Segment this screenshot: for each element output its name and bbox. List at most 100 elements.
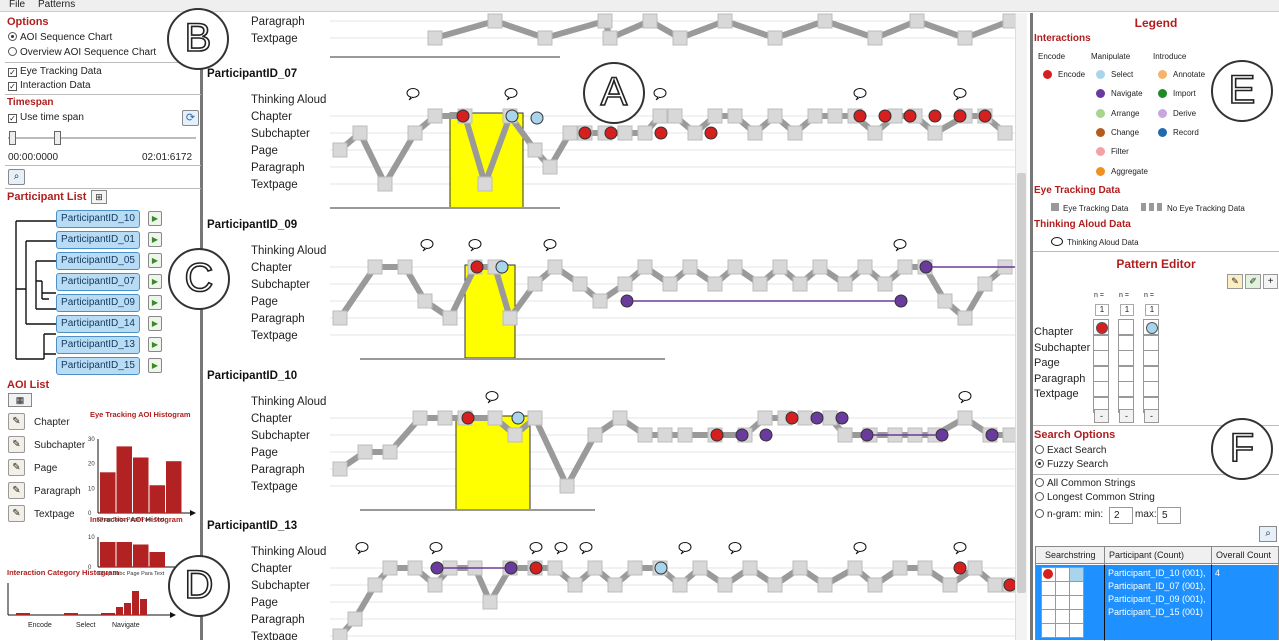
- participant-button[interactable]: ParticipantID_07: [56, 273, 140, 291]
- editor-cell[interactable]: [1093, 365, 1109, 382]
- pencil-icon[interactable]: ✎: [8, 413, 25, 430]
- play-icon[interactable]: ▶: [148, 337, 162, 352]
- play-icon[interactable]: ▶: [148, 316, 162, 331]
- editor-event-select[interactable]: [1146, 322, 1158, 334]
- zoom-icon[interactable]: ⌕: [8, 169, 25, 185]
- editor-cell[interactable]: [1118, 334, 1134, 351]
- editor-cell[interactable]: [1118, 381, 1134, 397]
- ngram-radio[interactable]: [1035, 509, 1044, 518]
- editor-cell[interactable]: [1093, 381, 1109, 397]
- search-icon[interactable]: ⌕: [1259, 526, 1277, 542]
- participant-button[interactable]: ParticipantID_13: [56, 336, 140, 354]
- timespan-checkbox[interactable]: ✓: [8, 114, 17, 123]
- editor-cell[interactable]: [1143, 350, 1159, 366]
- participant-button[interactable]: ParticipantID_09: [56, 294, 140, 312]
- editor-n-value[interactable]: 1: [1120, 304, 1134, 316]
- editor-cell[interactable]: [1118, 350, 1134, 366]
- scrollbar-thumb[interactable]: [1017, 173, 1026, 593]
- aoi-fixation: [997, 125, 1013, 141]
- aoi-fixation: [407, 560, 423, 576]
- aoi-fixation: [717, 13, 733, 29]
- participant-button[interactable]: ParticipantID_10: [56, 210, 140, 228]
- refresh-icon[interactable]: ⟳: [182, 110, 199, 126]
- cluster-icon[interactable]: ⊞: [91, 190, 107, 204]
- row-label: Page: [251, 597, 278, 609]
- eye-histogram-title: Eye Tracking AOI Histogram: [90, 410, 191, 419]
- exact-search-radio[interactable]: [1035, 445, 1044, 454]
- fuzzy-search-radio[interactable]: [1035, 459, 1044, 468]
- editor-cell[interactable]: [1093, 350, 1109, 366]
- time-slider-end-handle[interactable]: [54, 131, 61, 145]
- hist-bar: [132, 591, 139, 615]
- aoi-seq-radio[interactable]: [8, 32, 17, 41]
- editor-n-value[interactable]: 1: [1145, 304, 1159, 316]
- play-icon[interactable]: ▶: [148, 295, 162, 310]
- play-icon[interactable]: ▶: [148, 253, 162, 268]
- editor-cell[interactable]: [1143, 334, 1159, 351]
- editor-cell[interactable]: [1143, 365, 1159, 382]
- aoi-fixation: [547, 560, 563, 576]
- participant-button[interactable]: ParticipantID_05: [56, 252, 140, 270]
- editor-cell[interactable]: [1118, 365, 1134, 382]
- editor-cell[interactable]: [1143, 381, 1159, 397]
- pencil-icon[interactable]: ✎: [8, 482, 25, 499]
- participant-button[interactable]: ParticipantID_01: [56, 231, 140, 249]
- remove-column-button[interactable]: -: [1144, 409, 1159, 423]
- interaction-event: [785, 411, 799, 425]
- menu-patterns[interactable]: Patterns: [38, 0, 76, 10]
- open-pattern-icon[interactable]: ✎: [1227, 274, 1243, 289]
- aoi-fixation: [332, 142, 348, 158]
- play-icon[interactable]: ▶: [148, 358, 162, 373]
- menu-file[interactable]: File: [9, 0, 26, 10]
- row-label: Chapter: [251, 563, 292, 575]
- eye-checkbox[interactable]: ✓: [8, 68, 17, 77]
- interaction-checkbox[interactable]: ✓: [8, 82, 17, 91]
- legend-dot-record: [1158, 128, 1167, 137]
- overview-radio[interactable]: [8, 47, 17, 56]
- participant-button[interactable]: ParticipantID_14: [56, 315, 140, 333]
- aoi-fixation: [527, 142, 543, 158]
- aoi-fixation: [642, 13, 658, 29]
- row-label: Thinking Aloud: [251, 546, 326, 558]
- play-icon[interactable]: ▶: [148, 274, 162, 289]
- aoi-item-label: Page: [34, 463, 58, 474]
- editor-event-encode[interactable]: [1096, 322, 1108, 334]
- aoi-fixation: [477, 176, 493, 192]
- hist-bar: [100, 472, 116, 513]
- all-common-radio[interactable]: [1035, 478, 1044, 487]
- time-slider-track[interactable]: [8, 137, 196, 139]
- interaction-event: [978, 109, 992, 123]
- play-icon[interactable]: ▶: [148, 211, 162, 226]
- interaction-event: [928, 109, 942, 123]
- thinking-aloud-bubble: [543, 239, 557, 249]
- time-slider-start-handle[interactable]: [9, 131, 16, 145]
- label-d: D: [168, 555, 230, 617]
- pencil-icon[interactable]: ✎: [8, 436, 25, 453]
- edit-pattern-icon[interactable]: ✐: [1245, 274, 1261, 289]
- grid-icon[interactable]: ▦: [8, 393, 32, 407]
- vertical-scrollbar[interactable]: [1015, 13, 1027, 640]
- aoi-fixation: [977, 276, 993, 292]
- remove-column-button[interactable]: -: [1094, 409, 1109, 423]
- aoi-sequence-chart[interactable]: Paragraph Textpage ParticipantID_07 Thinkin…: [205, 13, 1015, 640]
- add-column-icon[interactable]: +: [1263, 274, 1278, 289]
- aoi-fixation: [427, 108, 443, 124]
- ngram-min-input[interactable]: 2: [1109, 507, 1133, 524]
- play-icon[interactable]: ▶: [148, 232, 162, 247]
- aoi-fixation: [377, 176, 393, 192]
- editor-row-label: Subchapter: [1034, 341, 1091, 354]
- remove-column-button[interactable]: -: [1119, 409, 1134, 423]
- editor-cell[interactable]: [1093, 334, 1109, 351]
- editor-n-value[interactable]: 1: [1095, 304, 1109, 316]
- thinking-aloud-bubble: [653, 88, 667, 98]
- participant-button[interactable]: ParticipantID_15: [56, 357, 140, 375]
- pencil-icon[interactable]: ✎: [8, 505, 25, 522]
- longest-common-radio[interactable]: [1035, 492, 1044, 501]
- ngram-max-input[interactable]: 5: [1157, 507, 1181, 524]
- pencil-icon[interactable]: ✎: [8, 459, 25, 476]
- hist-bar: [16, 613, 30, 615]
- editor-cell[interactable]: [1118, 319, 1134, 335]
- left-panel: Options AOI Sequence Chart Overview AOI …: [0, 13, 203, 640]
- thinking-aloud-bubble: [529, 542, 543, 552]
- label-c: C: [168, 248, 230, 310]
